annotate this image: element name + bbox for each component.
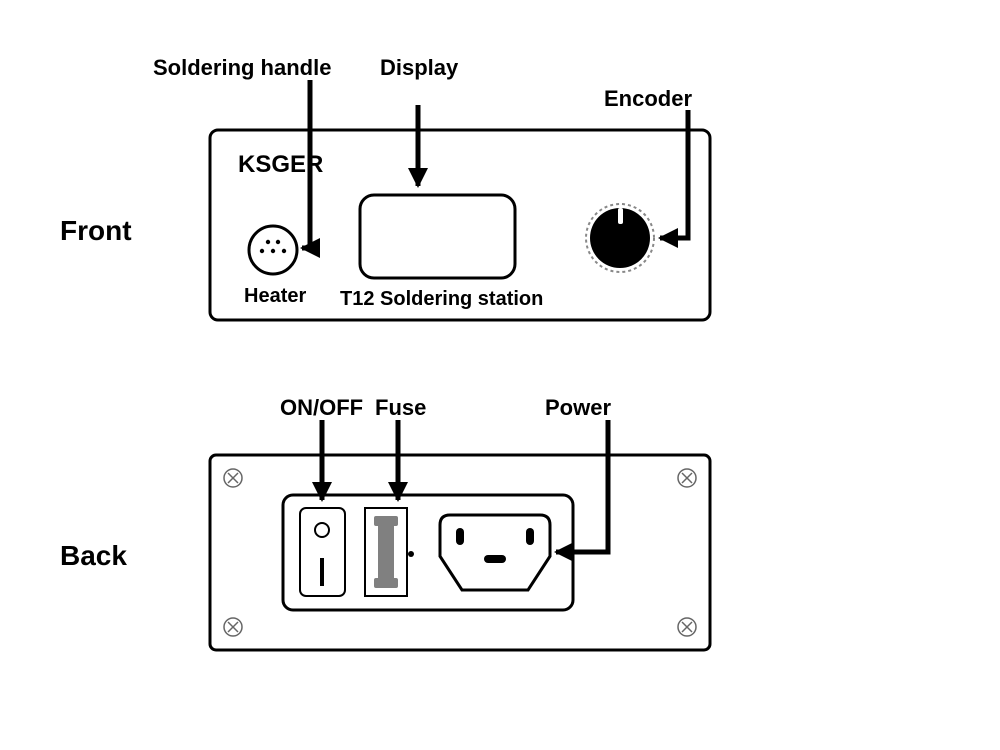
fuse-cap (374, 516, 398, 526)
display-caption: T12 Soldering station (340, 288, 543, 310)
front-side-label: Front (60, 215, 132, 246)
callout-power: Power (545, 395, 611, 420)
heater-pin (260, 249, 264, 253)
callout-display: Display (380, 55, 459, 80)
callout-encoder: Encoder (604, 86, 692, 111)
socket-pin (484, 555, 506, 563)
socket-pin (526, 528, 534, 545)
heater-pin (266, 240, 270, 244)
callout-onoff: ON/OFF (280, 395, 363, 420)
fuse-body (378, 520, 394, 584)
callout-fuse: Fuse (375, 395, 426, 420)
fuse-tab (408, 551, 414, 557)
iec-socket (440, 515, 550, 590)
socket-pin (456, 528, 464, 545)
display-screen (360, 195, 515, 278)
switch-i-icon (320, 558, 324, 586)
back-side-label: Back (60, 540, 127, 571)
heater-pin (276, 240, 280, 244)
callout-handle: Soldering handle (153, 55, 331, 80)
fuse-cap (374, 578, 398, 588)
heater-label: Heater (244, 285, 306, 307)
encoder-indicator (618, 208, 623, 224)
heater-pin (282, 249, 286, 253)
heater-pin (271, 249, 275, 253)
